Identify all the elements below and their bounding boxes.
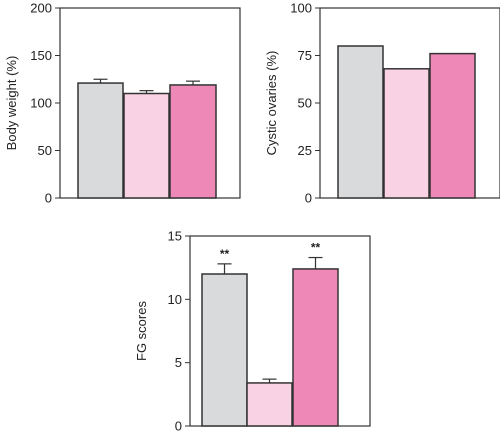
chart3-ytick-label: 10 [168, 292, 182, 307]
chart2-ylabel: Cystic ovaries (%) [264, 51, 279, 156]
chart1-ytick-label: 100 [30, 96, 52, 111]
chart2-ytick-label: 25 [298, 143, 312, 158]
chart1-ytick-label: 0 [45, 191, 52, 206]
chart3-ytick-label: 5 [175, 355, 182, 370]
chart3-ylabel: FG scores [134, 301, 149, 361]
chart2-ytick-label: 100 [290, 1, 312, 16]
chart1-bar [123, 92, 170, 199]
chart3-annotation: ** [220, 247, 230, 261]
chart1-ytick-label: 200 [30, 1, 52, 16]
chart2-bar [383, 68, 430, 199]
chart2-bar [429, 52, 476, 199]
chart1-ylabel: Body weight (%) [4, 56, 19, 151]
chart1-ytick-label: 50 [38, 143, 52, 158]
chart1-bar [169, 84, 217, 199]
chart2-bar [337, 45, 384, 199]
chart2-ytick-label: 0 [305, 191, 312, 206]
chart3-ytick-label: 15 [168, 229, 182, 244]
chart3-bar [201, 273, 248, 427]
chart3-bar [246, 382, 293, 427]
chart2-ytick-label: 75 [298, 48, 312, 63]
chart1-ytick-label: 150 [30, 48, 52, 63]
chart3-bar [292, 268, 339, 427]
chart3-ytick-label: 0 [175, 419, 182, 431]
chart1-bar [77, 82, 124, 199]
chart3-annotation: ** [311, 241, 321, 255]
chart2-ytick-label: 50 [298, 96, 312, 111]
